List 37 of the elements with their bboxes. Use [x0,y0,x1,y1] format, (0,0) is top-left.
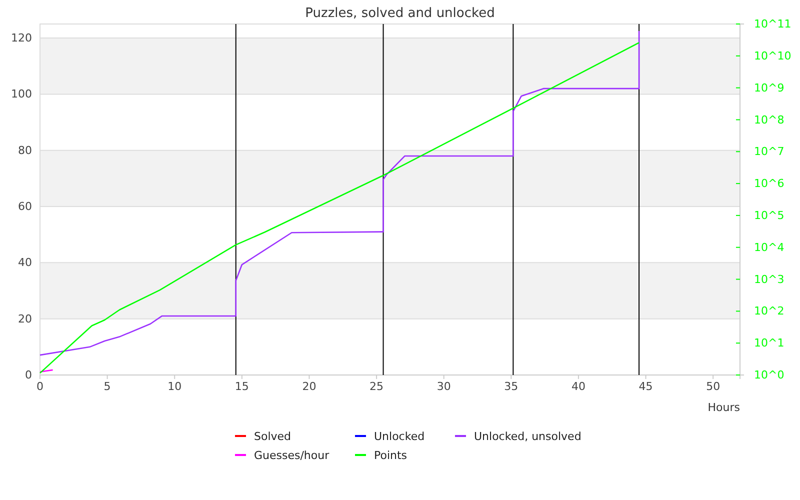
y2-tick-label: 10^3 [754,272,784,286]
x-tick-label: 15 [234,380,249,393]
x-axis-title: Hours [708,401,740,414]
y2-tick-label: 10^8 [754,113,784,126]
y-tick-label: 0 [25,368,32,382]
y2-tick-label: 10^9 [754,81,784,94]
x-tick-label: 40 [571,380,586,393]
y2-tick-label: 10^2 [754,304,784,318]
y-tick-label: 40 [18,256,32,270]
x-tick-label: 10 [168,380,182,393]
y2-tick-label: 10^7 [754,145,784,158]
legend-label: Guesses/hour [254,449,330,462]
x-tick-label: 20 [302,380,316,393]
legend-label: Solved [254,430,292,443]
y2-tick-label: 10^6 [754,177,784,190]
y2-tick-label: 10^5 [754,208,784,222]
x-tick-label: 35 [504,380,518,393]
y-tick-label: 20 [18,312,32,326]
x-tick-label: 50 [706,380,720,393]
x-tick-label: 5 [104,380,111,393]
y-tick-label: 100 [11,88,32,101]
legend-label: Unlocked, unsolved [474,430,582,443]
legend-label: Points [374,449,408,462]
x-tick-label: 25 [370,380,384,393]
y2-tick-label: 10^0 [754,368,784,382]
y-tick-label: 60 [18,200,32,214]
y-tick-label: 80 [18,144,32,157]
y-tick-label: 120 [11,32,32,45]
x-tick-label: 45 [638,380,653,393]
y2-tick-label: 10^1 [754,336,784,350]
y2-tick-label: 10^10 [754,49,792,62]
x-tick-label: 30 [436,380,451,393]
legend-label: Unlocked [374,430,425,443]
x-tick-label: 0 [36,380,44,393]
y2-tick-label: 10^4 [754,240,784,254]
chart-title: Puzzles, solved and unlocked [305,6,495,21]
y2-tick-label: 10^11 [754,18,792,31]
